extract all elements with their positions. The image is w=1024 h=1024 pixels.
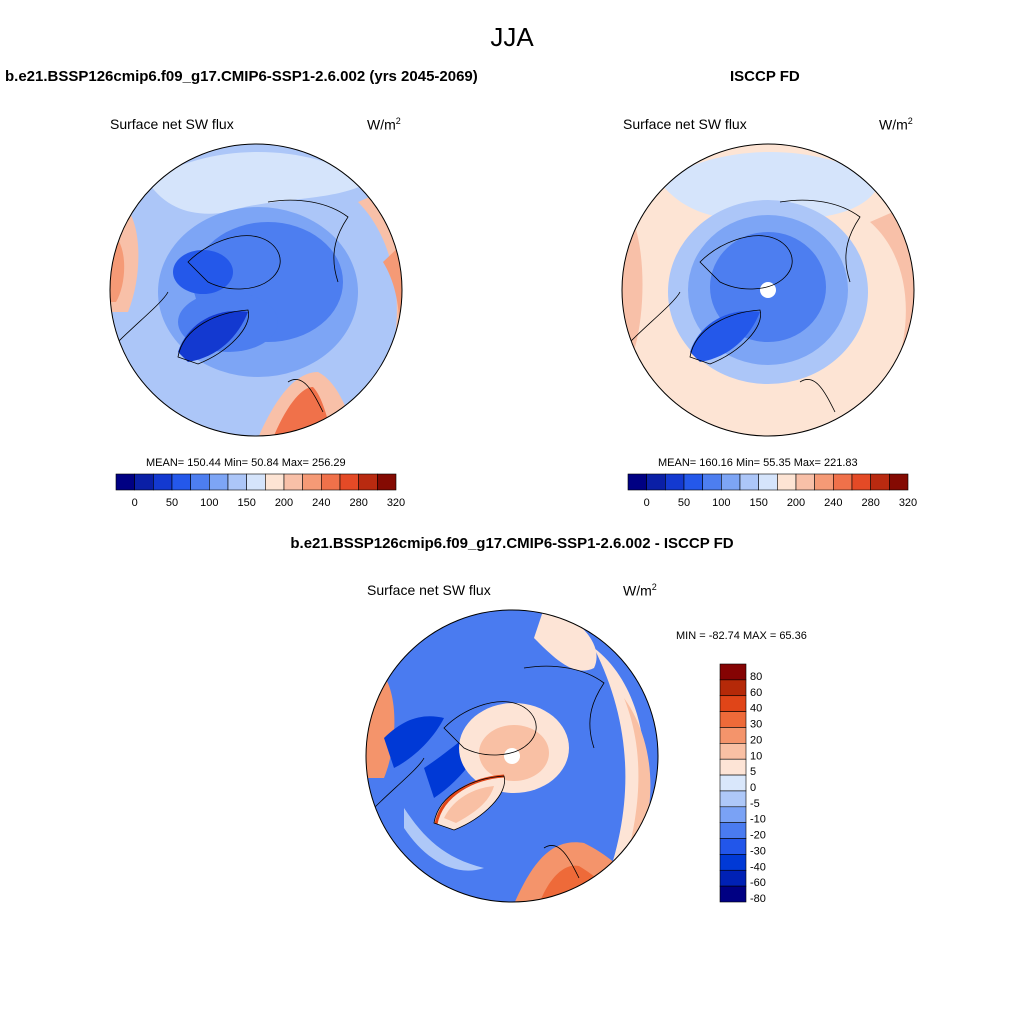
diff-colorbar-swatch	[719, 854, 747, 871]
model-colorbar-swatch	[227, 473, 247, 491]
obs-stats: MEAN= 160.16 Min= 55.35 Max= 221.83	[658, 457, 858, 469]
model-colorbar-swatch	[302, 473, 322, 491]
model-colorbar-swatch	[246, 473, 266, 491]
obs-colorbar-label: 240	[824, 497, 842, 509]
diff-colorbar-label: -30	[750, 845, 766, 857]
obs-colorbar-swatch	[851, 473, 871, 491]
model-units-label: W/m2	[367, 116, 401, 133]
obs-colorbar-swatch	[814, 473, 834, 491]
diff-colorbar-label: 10	[750, 750, 762, 762]
diff-colorbar-label: 80	[750, 671, 762, 683]
obs-colorbar-swatch	[721, 473, 741, 491]
diff-case-title: b.e21.BSSP126cmip6.f09_g17.CMIP6-SSP1-2.…	[290, 535, 734, 552]
diff-colorbar-label: 60	[750, 687, 762, 699]
diff-colorbar-label: -20	[750, 830, 766, 842]
diff-colorbar-swatch	[719, 679, 747, 697]
model-stats: MEAN= 150.44 Min= 50.84 Max= 256.29	[146, 457, 346, 469]
diff-colorbar-swatch	[719, 758, 747, 776]
model-colorbar-label: 150	[237, 497, 255, 509]
obs-colorbar-swatch	[665, 473, 685, 491]
model-polar-map	[109, 143, 403, 437]
diff-colorbar-label: 30	[750, 719, 762, 731]
obs-colorbar-swatch	[833, 473, 853, 491]
model-colorbar-swatch	[153, 473, 173, 491]
model-colorbar-label: 0	[132, 497, 138, 509]
diff-colorbar-label: -40	[750, 861, 766, 873]
obs-colorbar-swatch	[889, 473, 909, 491]
diff-colorbar-swatch	[719, 869, 747, 887]
obs-colorbar-label: 200	[787, 497, 805, 509]
diff-colorbar-swatch	[719, 711, 747, 728]
obs-colorbar-label: 100	[712, 497, 730, 509]
obs-colorbar-swatch	[758, 473, 778, 491]
diff-colorbar-swatch	[719, 822, 747, 839]
obs-colorbar-label: 320	[899, 497, 917, 509]
diff-colorbar-label: -80	[750, 893, 766, 904]
obs-units-label: W/m2	[879, 116, 913, 133]
season-title: JJA	[490, 22, 534, 52]
diff-colorbar-swatch	[719, 727, 747, 744]
obs-case-title: ISCCP FD	[730, 68, 800, 85]
obs-colorbar-label: 280	[861, 497, 879, 509]
obs-colorbar-swatch	[795, 473, 815, 491]
model-colorbar-label: 50	[166, 497, 178, 509]
model-colorbar-swatch	[339, 473, 359, 491]
obs-colorbar-swatch	[777, 473, 797, 491]
obs-variable-label: Surface net SW flux	[623, 116, 747, 132]
obs-colorbar: 0 50 100 150 200 240 280 320	[627, 473, 917, 509]
model-colorbar-swatch	[190, 473, 210, 491]
diff-colorbar-label: -10	[750, 814, 766, 826]
model-colorbar-label: 240	[312, 497, 330, 509]
diff-colorbar-swatch	[719, 885, 747, 903]
model-colorbar-label: 200	[275, 497, 293, 509]
model-colorbar-swatch	[115, 473, 135, 491]
diff-colorbar-swatch	[719, 774, 747, 792]
diff-colorbar: 80 60 40 30 20 10 5 0 -5 -10 -20 -30 -40 -60 -80	[719, 663, 766, 904]
model-colorbar-swatch	[283, 473, 303, 491]
diff-polar-map	[365, 609, 659, 903]
obs-colorbar-label: 0	[644, 497, 650, 509]
obs-colorbar-swatch	[627, 473, 647, 491]
obs-colorbar-swatch	[870, 473, 890, 491]
model-colorbar-label: 320	[387, 497, 405, 509]
obs-colorbar-label: 150	[749, 497, 767, 509]
model-variable-label: Surface net SW flux	[110, 116, 234, 132]
diff-colorbar-label: -5	[750, 798, 760, 810]
diff-colorbar-swatch	[719, 663, 747, 681]
obs-colorbar-swatch	[683, 473, 703, 491]
diff-stats: MIN = -82.74 MAX = 65.36	[676, 630, 807, 642]
diff-colorbar-label: -60	[750, 877, 766, 889]
model-colorbar-swatch	[134, 473, 154, 491]
model-colorbar-swatch	[358, 473, 378, 491]
diff-colorbar-label: 5	[750, 766, 756, 778]
diff-colorbar-label: 0	[750, 782, 756, 794]
model-colorbar-swatch	[265, 473, 285, 491]
diff-colorbar-swatch	[719, 790, 747, 808]
diff-variable-label: Surface net SW flux	[367, 582, 491, 598]
model-case-title: b.e21.BSSP126cmip6.f09_g17.CMIP6-SSP1-2.…	[5, 68, 478, 85]
model-colorbar-swatch	[321, 473, 341, 491]
obs-polar-map	[621, 143, 915, 437]
model-colorbar-swatch	[377, 473, 397, 491]
obs-colorbar-label: 50	[678, 497, 690, 509]
diff-colorbar-swatch	[719, 806, 747, 823]
obs-colorbar-swatch	[702, 473, 722, 491]
diff-units-label: W/m2	[623, 582, 657, 599]
model-colorbar-label: 280	[349, 497, 367, 509]
diff-colorbar-swatch	[719, 695, 747, 712]
diff-colorbar-label: 20	[750, 734, 762, 746]
obs-colorbar-swatch	[739, 473, 759, 491]
model-colorbar-swatch	[209, 473, 229, 491]
obs-colorbar-swatch	[646, 473, 666, 491]
model-colorbar-swatch	[171, 473, 191, 491]
diff-colorbar-label: 40	[750, 703, 762, 715]
model-colorbar: 0 50 100 150 200 240 280 320	[115, 473, 405, 509]
diff-colorbar-swatch	[719, 743, 747, 760]
model-colorbar-label: 100	[200, 497, 218, 509]
diff-colorbar-swatch	[719, 838, 747, 855]
